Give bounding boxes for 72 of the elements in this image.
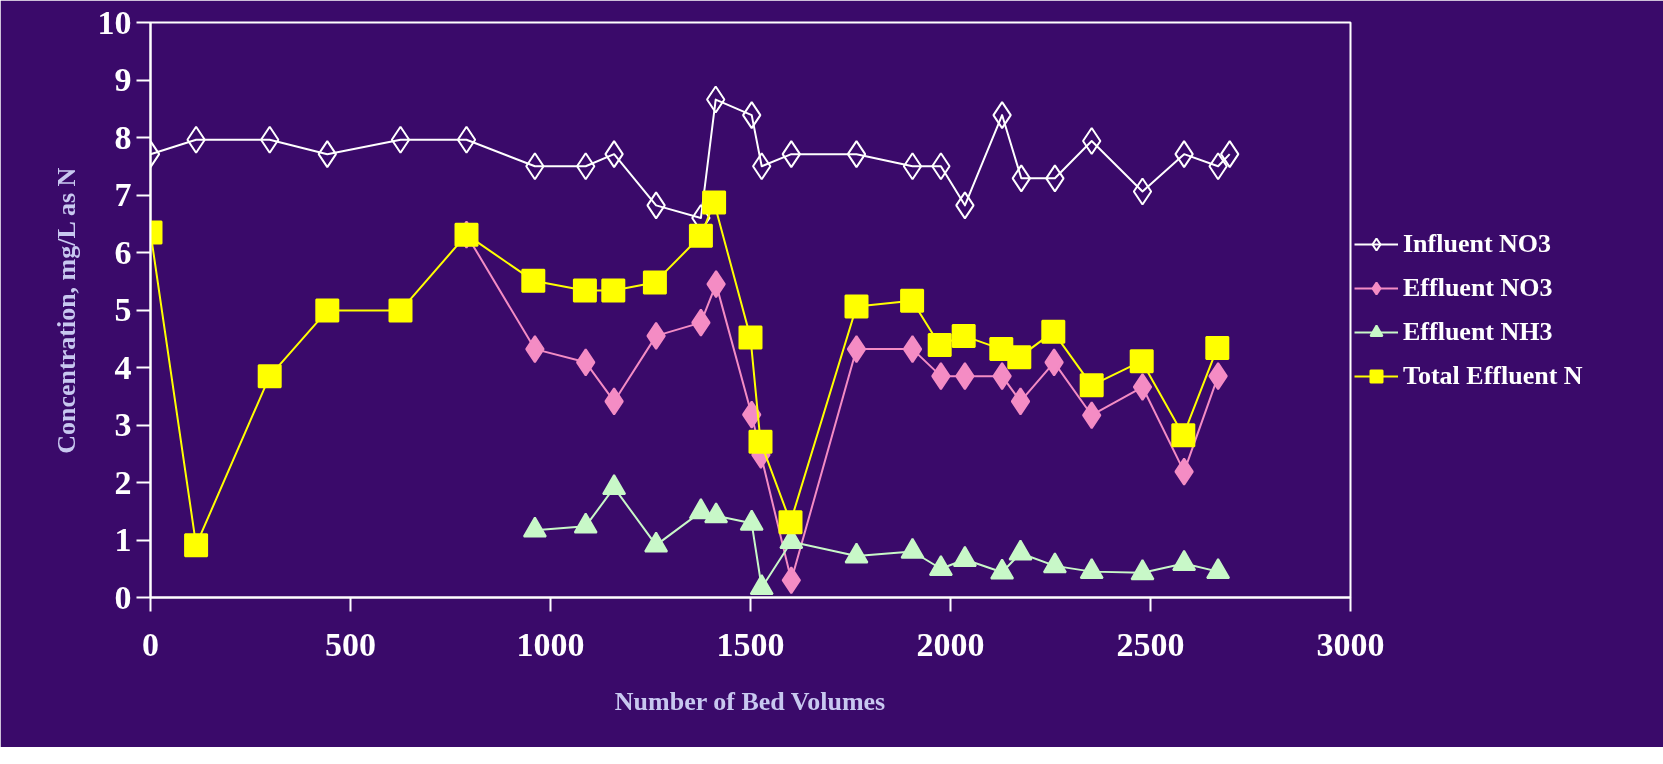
y-tick-label: 8 bbox=[114, 118, 132, 156]
point bbox=[390, 125, 411, 154]
y-tick-label: 1 bbox=[114, 521, 132, 558]
point bbox=[702, 190, 727, 215]
point bbox=[257, 364, 282, 389]
point bbox=[1041, 319, 1066, 344]
x-tick-label: 3000 bbox=[1316, 625, 1385, 663]
point bbox=[601, 278, 626, 303]
x-tick-label: 500 bbox=[325, 625, 376, 663]
point bbox=[900, 537, 925, 559]
point bbox=[704, 502, 729, 524]
point bbox=[748, 429, 773, 454]
point bbox=[846, 140, 867, 169]
point bbox=[951, 323, 976, 348]
x-tick-label: 2000 bbox=[916, 625, 985, 663]
y-tick-label: 0 bbox=[114, 578, 132, 616]
point bbox=[902, 152, 923, 181]
legend-label: Influent NO3 bbox=[1403, 228, 1552, 259]
point bbox=[1132, 177, 1153, 206]
x-axis-title: Number of Bed Volumes bbox=[614, 686, 886, 716]
point bbox=[644, 531, 669, 553]
point bbox=[1010, 387, 1031, 416]
legend-label: Effluent NH3 bbox=[1403, 316, 1553, 347]
y-tick-label: 3 bbox=[114, 406, 132, 443]
point bbox=[315, 298, 340, 323]
legend-label: Total Effluent N bbox=[1403, 360, 1583, 391]
point bbox=[738, 325, 763, 350]
point bbox=[1130, 559, 1155, 581]
point bbox=[749, 574, 774, 596]
point bbox=[1205, 335, 1230, 360]
point bbox=[1129, 349, 1154, 374]
point bbox=[602, 473, 627, 496]
y-tick-label: 7 bbox=[114, 176, 132, 213]
y-tick-label: 9 bbox=[114, 61, 132, 98]
point bbox=[688, 223, 713, 248]
point bbox=[1008, 539, 1033, 561]
point bbox=[456, 125, 477, 154]
x-tick-label: 1500 bbox=[716, 625, 785, 663]
x-tick-label: 1000 bbox=[516, 625, 585, 663]
y-tick-label: 4 bbox=[114, 348, 132, 386]
y-axis-title: Concentration, mg/L as N bbox=[51, 167, 81, 454]
point bbox=[642, 270, 667, 295]
point bbox=[1171, 423, 1196, 448]
point bbox=[846, 335, 867, 364]
point bbox=[522, 516, 547, 538]
point bbox=[572, 278, 597, 303]
point bbox=[388, 298, 413, 323]
point bbox=[1079, 557, 1104, 579]
point bbox=[952, 545, 977, 567]
point bbox=[900, 288, 925, 313]
point bbox=[1172, 549, 1197, 571]
x-tick-label: 0 bbox=[142, 625, 159, 663]
point bbox=[1206, 557, 1231, 579]
point bbox=[844, 294, 869, 319]
point bbox=[1007, 345, 1032, 370]
point bbox=[928, 555, 953, 577]
point bbox=[844, 542, 869, 564]
y-tick-label: 10 bbox=[97, 3, 132, 41]
y-tick-label: 2 bbox=[114, 463, 132, 501]
point bbox=[573, 512, 598, 534]
point bbox=[902, 335, 923, 364]
point bbox=[927, 333, 952, 358]
point bbox=[1042, 552, 1067, 574]
point bbox=[521, 268, 546, 293]
point bbox=[739, 509, 764, 531]
point bbox=[1132, 373, 1153, 402]
y-tick-label: 5 bbox=[114, 291, 132, 328]
point bbox=[990, 558, 1015, 580]
point bbox=[1079, 373, 1104, 398]
legend-label: Effluent NO3 bbox=[1403, 272, 1553, 303]
x-tick-label: 2500 bbox=[1116, 625, 1185, 663]
y-tick-label: 6 bbox=[114, 233, 132, 271]
